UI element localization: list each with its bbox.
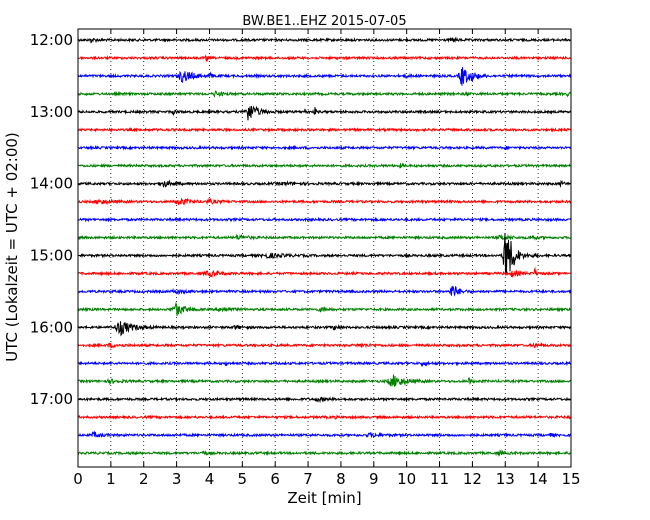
trace-1330 (77, 144, 572, 151)
x-tick-label: 11 (430, 470, 449, 488)
y-tick-label: 13:00 (30, 103, 73, 121)
trace-1515 (77, 266, 572, 278)
x-tick-label: 3 (172, 470, 182, 488)
trace-1615 (77, 342, 572, 350)
y-tick-label: 14:00 (30, 175, 73, 193)
x-axis: 0 1 2 3 4 5 6 7 8 9 10 11 12 13 14 15 (73, 29, 581, 488)
trace-1345 (77, 162, 572, 169)
y-tick-label: 15:00 (30, 247, 73, 265)
x-tick-label: 0 (73, 470, 83, 488)
x-tick-label: 4 (205, 470, 215, 488)
trace-1230 (77, 67, 572, 86)
chart-title: BW.BE1..EHZ 2015-07-05 (242, 14, 406, 29)
x-tick-label: 13 (496, 470, 515, 488)
x-tick-label: 5 (238, 470, 248, 488)
trace-1745 (77, 449, 572, 457)
trace-1300 (77, 105, 572, 121)
trace-1715 (77, 414, 572, 421)
y-tick-label: 12:00 (30, 31, 73, 49)
trace-1400 (77, 179, 572, 188)
x-axis-label: Zeit [min] (287, 489, 361, 507)
x-tick-label: 12 (463, 470, 482, 488)
trace-1430 (77, 216, 572, 223)
trace-1730 (77, 430, 572, 439)
x-tick-label: 1 (106, 470, 116, 488)
x-tick-label: 14 (529, 470, 548, 488)
x-tick-label: 6 (270, 470, 280, 488)
y-axis: 12:00 13:00 14:00 15:00 16:00 17:00 (30, 31, 571, 408)
seismogram-traces (77, 36, 572, 457)
trace-1630 (77, 360, 572, 368)
trace-1415 (77, 197, 572, 206)
plot-frame (77, 28, 572, 468)
trace-1530 (77, 285, 572, 297)
trace-1200 (77, 36, 572, 44)
trace-1245 (77, 90, 572, 98)
trace-1215 (77, 54, 572, 63)
trace-1500 (77, 233, 572, 275)
y-tick-label: 16:00 (30, 318, 73, 336)
trace-1700 (77, 396, 572, 404)
trace-1645 (77, 374, 572, 387)
y-axis-label: UTC (Lokalzeit = UTC + 02:00) (3, 132, 21, 362)
x-tick-label: 15 (561, 470, 580, 488)
trace-1445 (77, 233, 572, 241)
trace-1600 (77, 321, 572, 337)
y-tick-label: 17:00 (30, 390, 73, 408)
x-tick-label: 10 (397, 470, 416, 488)
x-tick-label: 8 (336, 470, 346, 488)
x-tick-label: 7 (303, 470, 313, 488)
trace-1315 (77, 126, 572, 133)
x-tick-label: 9 (369, 470, 379, 488)
x-tick-label: 2 (139, 470, 149, 488)
trace-1545 (77, 301, 572, 317)
